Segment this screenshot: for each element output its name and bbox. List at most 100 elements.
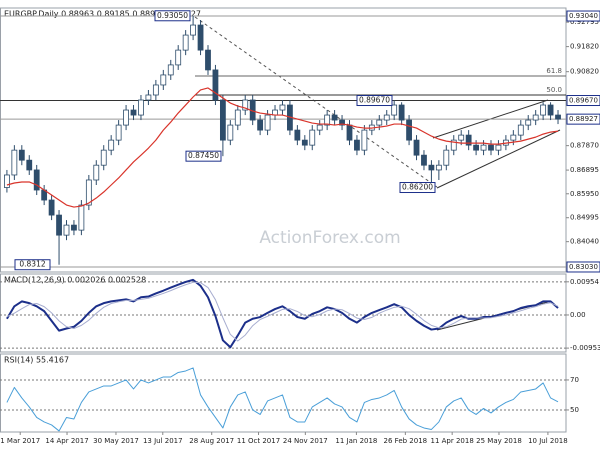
candle-body <box>435 164 442 171</box>
candle-body <box>331 114 338 121</box>
candle-body <box>450 139 457 151</box>
candle-body <box>406 119 412 141</box>
price-label: 0.86200 <box>402 183 433 192</box>
price-label: 0.89670 <box>359 96 390 105</box>
candle-body <box>495 144 502 151</box>
candle-body <box>264 114 271 131</box>
candle-body <box>316 124 323 131</box>
line-series <box>6 367 559 432</box>
y-tick-label: -0.009538 <box>570 344 600 352</box>
candle-body <box>510 134 517 141</box>
macd-panel <box>0 273 567 353</box>
y-tick-label: 50 <box>570 406 579 414</box>
price-label: 0.8312 <box>19 260 45 269</box>
candle-body <box>376 119 383 126</box>
candle-body <box>197 24 204 51</box>
x-tick-label: 25 May 2018 <box>476 437 522 445</box>
candle-body <box>33 169 40 191</box>
y-tick-label: 0.86895 <box>570 166 599 174</box>
axis-marker-box <box>566 95 600 107</box>
candle-body <box>93 164 100 181</box>
candle-body <box>227 124 234 141</box>
candle-body <box>85 179 92 206</box>
candle-body <box>383 114 390 121</box>
y-tick-label: 0.00954 <box>570 278 599 286</box>
x-tick-label: 10 Jul 2018 <box>528 437 568 445</box>
y-tick-label: 0.90820 <box>570 68 599 76</box>
price-label-box <box>14 259 51 271</box>
price-label: 0.87450 <box>188 151 219 160</box>
x-tick-label: 11 Apr 2018 <box>431 437 474 445</box>
candle-body <box>71 224 77 231</box>
y-tick-label: 0.00 <box>570 311 586 319</box>
x-tick-label: 11 Oct 2017 <box>237 437 280 445</box>
candle-body <box>473 144 479 151</box>
y-tick-label: 0.84995 <box>570 214 599 222</box>
y-tick-label: 70 <box>570 376 579 384</box>
candle-body <box>123 109 129 126</box>
line-series <box>6 281 559 342</box>
candle-body <box>525 119 532 126</box>
candle-body <box>361 129 368 151</box>
x-tick-label: 13 Jul 2017 <box>143 437 183 445</box>
fib-label: 61.8 <box>546 67 562 75</box>
price-label-box <box>185 150 222 162</box>
candle-body <box>18 149 25 161</box>
y-tick-label: 0.87870 <box>570 142 599 150</box>
candle-body <box>11 149 18 176</box>
candle-body <box>458 134 465 141</box>
axis-marker-box <box>566 10 600 22</box>
candle-body <box>56 214 62 236</box>
candle-body <box>48 199 55 216</box>
candle-body <box>242 99 249 111</box>
candle-body <box>301 139 308 146</box>
candle-body <box>294 129 301 141</box>
y-tick-label: 0.84040 <box>570 238 599 246</box>
candle-body <box>428 164 435 171</box>
axis-marker-label: 0.88927 <box>569 115 598 123</box>
candle-body <box>346 124 353 141</box>
x-tick-label: 26 Feb 2018 <box>384 437 428 445</box>
candle-body <box>219 99 226 141</box>
x-tick-label: 24 Nov 2017 <box>283 437 328 445</box>
candle-body <box>138 99 144 116</box>
candle-body <box>152 84 159 96</box>
candle-body <box>130 109 137 116</box>
line-series <box>6 87 559 208</box>
x-tick-label: 30 May 2017 <box>93 437 139 445</box>
candle-body <box>540 104 547 116</box>
candle-body <box>398 104 405 121</box>
candle-body <box>212 69 219 101</box>
candle-body <box>391 104 398 116</box>
panel-title: EURGBP.Daily 0.88963 0.89185 0.88915 0.8… <box>4 10 201 19</box>
candle-body <box>115 124 122 141</box>
candle-body <box>257 119 264 131</box>
candle-body <box>555 114 561 120</box>
x-tick-label: 28 Aug 2017 <box>189 437 234 445</box>
candle-body <box>309 129 316 146</box>
candle-body <box>175 49 182 66</box>
rsi-panel <box>0 353 567 433</box>
y-tick-label: 0.85950 <box>570 190 599 198</box>
axis-marker-label: 0.89670 <box>569 97 598 105</box>
candle-body <box>100 149 107 166</box>
x-tick-label: 14 Apr 2017 <box>45 437 88 445</box>
candle-body <box>205 49 211 71</box>
panel-title: MACD(12,26,9) 0.002026 0.002528 <box>4 276 146 285</box>
candle-body <box>421 154 427 166</box>
candle-body <box>339 119 345 126</box>
candle-body <box>547 104 554 116</box>
y-tick-label: 0.92795 <box>570 18 599 26</box>
candle-body <box>354 139 360 151</box>
axis-marker-label: 0.83030 <box>569 263 598 271</box>
candle-body <box>78 204 85 231</box>
candle-body <box>160 74 167 86</box>
axis-marker-label: 0.93040 <box>569 12 598 20</box>
channel-lower <box>436 129 561 189</box>
watermark: ActionForex.com <box>259 228 400 248</box>
trendline <box>194 16 438 188</box>
candle-body <box>234 109 241 126</box>
panel-title: RSI(14) 55.4167 <box>4 356 69 365</box>
